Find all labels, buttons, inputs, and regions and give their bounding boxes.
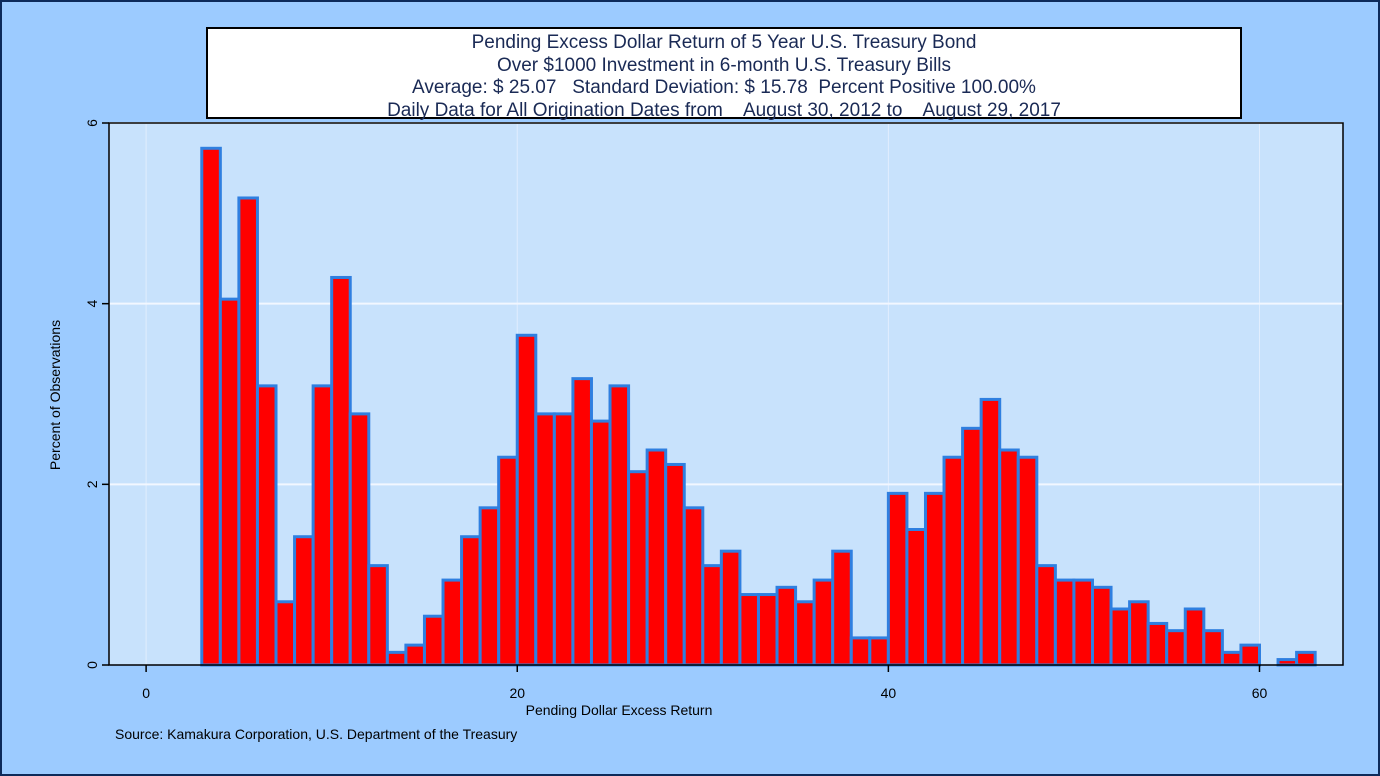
histogram-bar <box>794 600 816 667</box>
histogram-bar <box>756 593 779 667</box>
title-line-3: Average: $ 25.07 Standard Deviation: $ 1… <box>412 77 1036 98</box>
histogram-bar <box>868 636 890 667</box>
histogram-bar <box>682 506 705 667</box>
histogram-bar <box>1128 600 1150 667</box>
histogram-bar <box>330 275 352 667</box>
histogram-bar <box>385 650 408 667</box>
histogram-bar <box>404 643 426 667</box>
histogram-bar <box>441 578 464 667</box>
x-tick-label: 20 <box>509 685 525 701</box>
histogram-bar <box>719 549 742 667</box>
histogram-bar <box>886 491 909 667</box>
histogram-bar <box>367 564 389 667</box>
histogram-bar <box>460 535 482 667</box>
histogram-bar <box>293 535 315 667</box>
histogram-bar <box>1183 607 1206 667</box>
histogram-bar <box>497 455 519 667</box>
x-tick-label: 0 <box>142 685 150 701</box>
histogram-bar <box>1090 585 1113 667</box>
title-line-1: Pending Excess Dollar Return of 5 Year U… <box>471 32 977 53</box>
histogram-bar <box>218 297 241 667</box>
histogram-bar <box>775 585 798 667</box>
histogram-bar <box>627 470 649 667</box>
source-note: Source: Kamakura Corporation, U.S. Depar… <box>115 726 518 742</box>
histogram-bar <box>515 333 538 667</box>
histogram-bar <box>534 412 556 667</box>
histogram-bar <box>422 614 445 667</box>
title-line-4: Daily Data for All Origination Dates fro… <box>387 99 1061 121</box>
histogram-bar <box>311 384 334 667</box>
y-tick-label: 4 <box>84 300 100 308</box>
y-axis-title: Percent of Observations <box>47 320 63 470</box>
histogram-bar <box>812 578 835 667</box>
chart-title-box: Pending Excess Dollar Return of 5 Year U… <box>206 27 1242 121</box>
histogram-bar <box>1072 578 1094 667</box>
histogram-bar <box>1220 650 1243 667</box>
histogram-bar <box>942 455 965 667</box>
histogram-bar <box>645 448 668 667</box>
histogram-bar <box>255 384 278 667</box>
histogram-bar <box>831 549 853 667</box>
histogram-bar <box>1165 629 1187 667</box>
histogram-bar <box>1239 643 1261 667</box>
histogram-bar <box>552 412 575 667</box>
histogram-bar <box>1295 650 1317 667</box>
plot-border <box>108 122 1344 666</box>
histogram-bar <box>905 528 927 667</box>
histogram-bar <box>608 384 631 667</box>
y-tick-label: 0 <box>84 661 100 669</box>
y-tick-label: 6 <box>84 119 100 127</box>
y-tick-label: 2 <box>84 480 100 488</box>
histogram-bar <box>200 146 222 667</box>
histogram-bar <box>571 377 593 667</box>
histogram-bar <box>738 593 760 667</box>
histogram-bar <box>274 600 297 667</box>
histogram-bar <box>1276 658 1299 667</box>
histogram-bar <box>1146 621 1169 667</box>
x-tick-label: 60 <box>1252 685 1268 701</box>
histogram-bar <box>1035 564 1057 667</box>
histogram-bar <box>589 419 612 667</box>
x-axis-title: Pending Dollar Excess Return <box>526 702 713 718</box>
histogram-bar <box>664 462 686 667</box>
histogram-bar <box>478 506 501 667</box>
x-tick-label: 40 <box>881 685 897 701</box>
histogram-bar <box>998 448 1020 667</box>
histogram-bar <box>923 491 946 667</box>
histogram-bar <box>961 426 983 667</box>
histogram-bar <box>701 564 723 667</box>
histogram-bar <box>237 196 259 667</box>
histogram-bar <box>1053 578 1076 667</box>
histogram-bar <box>979 397 1002 667</box>
bars <box>200 146 1317 667</box>
title-line-2: Over $1000 Investment in 6-month U.S. Tr… <box>496 54 952 76</box>
histogram-bar <box>1202 629 1224 667</box>
histogram-bar <box>348 412 371 667</box>
histogram-bar <box>1016 455 1039 667</box>
histogram-bar <box>1109 607 1132 667</box>
histogram-bar <box>849 636 872 667</box>
